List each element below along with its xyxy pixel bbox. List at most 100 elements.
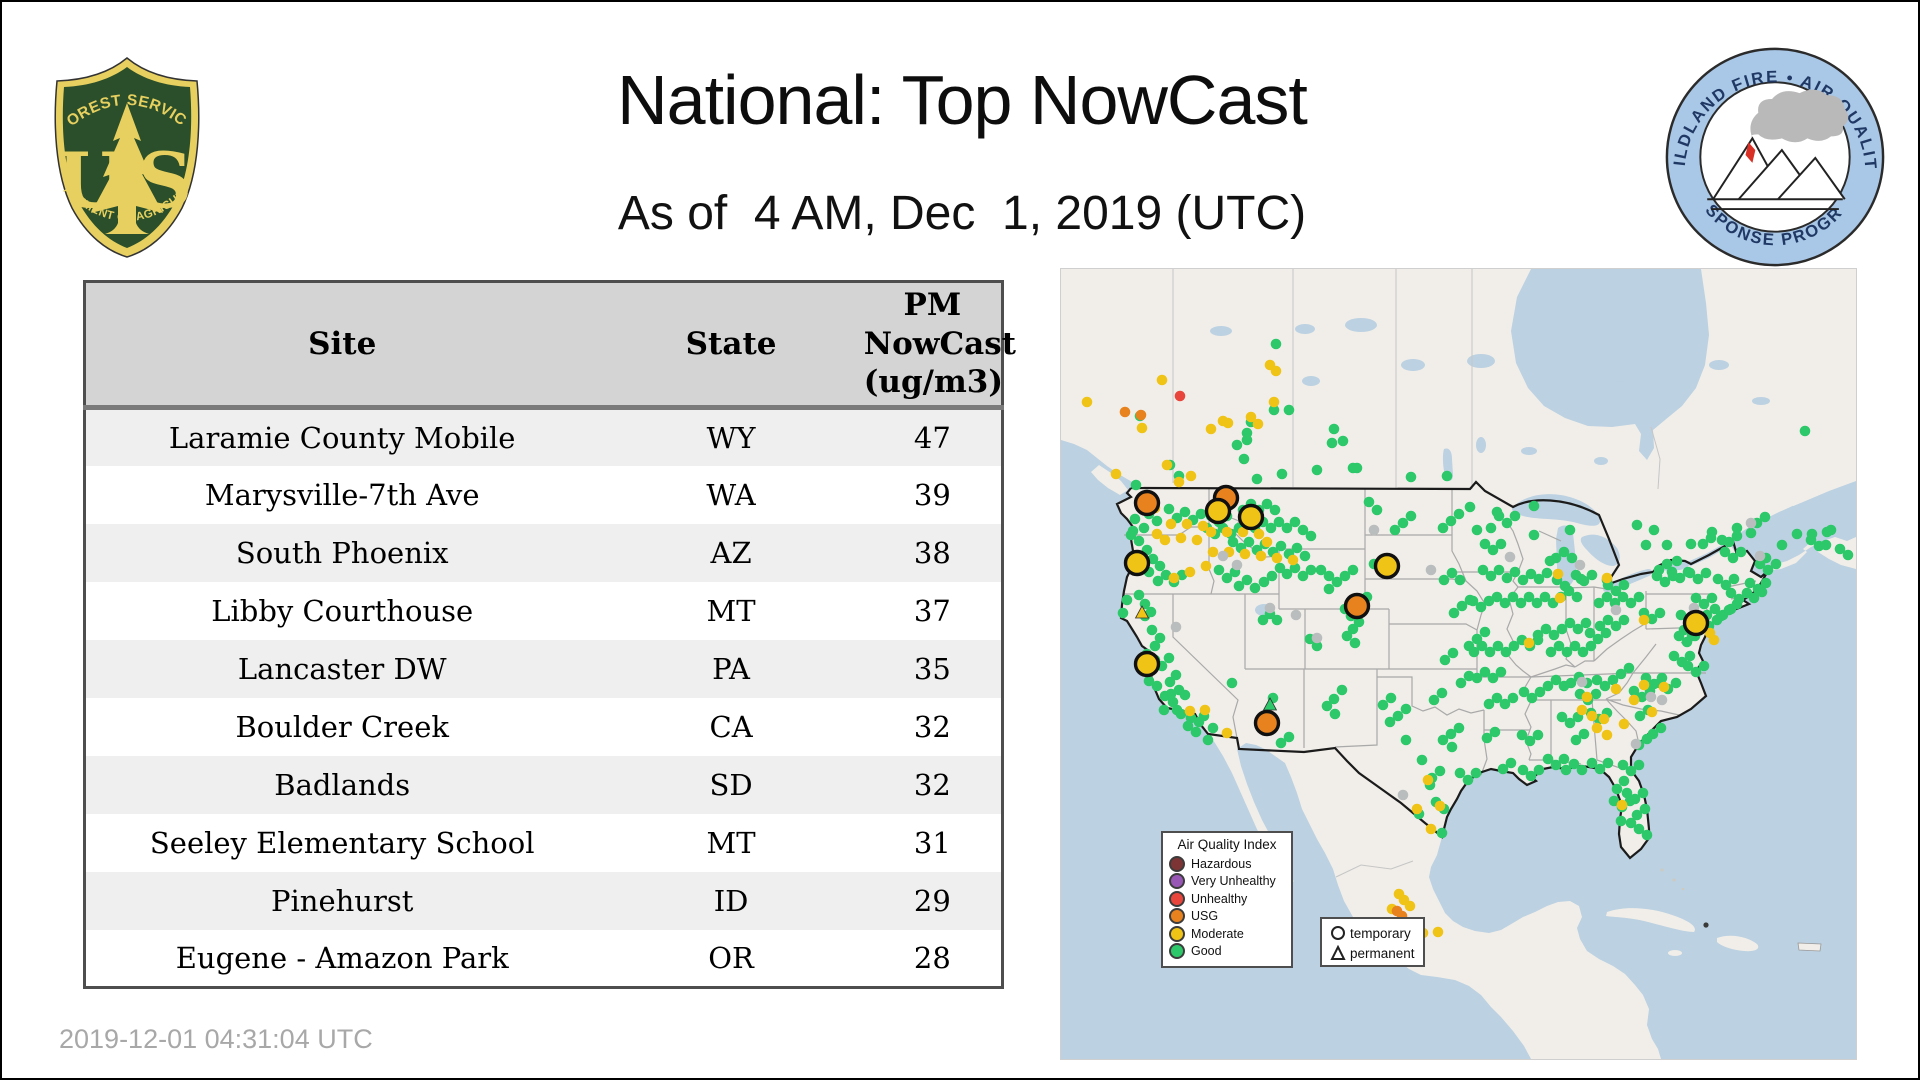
monitor-dot-moderate[interactable]: [1081, 396, 1093, 408]
monitor-dot-good[interactable]: [1565, 677, 1577, 689]
monitor-dot-good[interactable]: [1439, 654, 1451, 666]
monitor-dot-good[interactable]: [1353, 616, 1365, 628]
monitor-dot-good[interactable]: [1392, 710, 1404, 722]
monitor-dot-good[interactable]: [1258, 576, 1270, 588]
monitor-dot-usg[interactable]: [1135, 409, 1147, 421]
monitor-dot-good[interactable]: [1241, 427, 1253, 439]
monitor-dot-good[interactable]: [1715, 610, 1727, 622]
monitor-dot-moderate[interactable]: [1184, 705, 1196, 717]
monitor-dot-good[interactable]: [1221, 572, 1233, 584]
monitor-dot-good[interactable]: [1311, 464, 1323, 476]
monitor-dot-good[interactable]: [1682, 660, 1694, 672]
monitor-dot-good[interactable]: [1594, 620, 1606, 632]
monitor-dot-good[interactable]: [1213, 564, 1225, 576]
monitor-dot-good[interactable]: [1273, 516, 1285, 528]
monitor-dot-good[interactable]: [1656, 672, 1668, 684]
monitor-dot-good[interactable]: [1621, 787, 1633, 799]
monitor-dot-good[interactable]: [1631, 519, 1643, 531]
monitor-dot-good[interactable]: [1339, 570, 1351, 582]
monitor-dot-good[interactable]: [1151, 515, 1163, 527]
monitor-dot-good[interactable]: [1578, 728, 1590, 740]
monitor-dot-good[interactable]: [1532, 629, 1544, 641]
monitor-dot-inactive[interactable]: [1504, 551, 1516, 563]
monitor-dot-good[interactable]: [1585, 640, 1597, 652]
monitor-dot-good[interactable]: [1176, 569, 1188, 581]
monitor-dot-good[interactable]: [1668, 650, 1680, 662]
monitor-dot-good[interactable]: [1661, 558, 1673, 570]
top-site-marker[interactable]: [1682, 609, 1710, 637]
monitor-dot-moderate[interactable]: [1221, 727, 1233, 739]
monitor-dot-good[interactable]: [1568, 758, 1580, 770]
monitor-dot-good[interactable]: [1462, 774, 1474, 786]
monitor-dot-good[interactable]: [1550, 674, 1562, 686]
monitor-dot-inactive[interactable]: [1264, 602, 1276, 614]
monitor-dot-good[interactable]: [1479, 538, 1491, 550]
monitor-dot-moderate[interactable]: [1261, 536, 1273, 548]
monitor-dot-good[interactable]: [1389, 524, 1401, 536]
monitor-dot-moderate[interactable]: [1217, 415, 1229, 427]
monitor-dot-good[interactable]: [1227, 536, 1239, 548]
monitor-dot-moderate[interactable]: [1708, 634, 1720, 646]
monitor-dot-moderate[interactable]: [1184, 566, 1196, 578]
monitor-dot-good[interactable]: [1593, 597, 1605, 609]
monitor-dot-good[interactable]: [1416, 754, 1428, 766]
monitor-dot-good[interactable]: [1202, 734, 1214, 746]
monitor-dot-moderate[interactable]: [1432, 926, 1444, 938]
monitor-dot-good[interactable]: [1690, 592, 1702, 604]
monitor-dot-good[interactable]: [1328, 423, 1340, 435]
monitor-dot-good[interactable]: [1646, 613, 1658, 625]
monitor-dot-good[interactable]: [1602, 614, 1614, 626]
monitor-dot-good[interactable]: [1509, 510, 1521, 522]
monitor-dot-good[interactable]: [1636, 691, 1648, 703]
monitor-dot-moderate[interactable]: [1601, 572, 1613, 584]
monitor-dot-moderate[interactable]: [1610, 683, 1622, 695]
monitor-dot-good[interactable]: [1484, 646, 1496, 658]
monitor-dot-good[interactable]: [1491, 506, 1503, 518]
monitor-dot-good[interactable]: [1509, 566, 1521, 578]
monitor-dot-good[interactable]: [1748, 592, 1760, 604]
monitor-dot-good[interactable]: [1834, 543, 1846, 555]
monitor-dot-good[interactable]: [1454, 574, 1466, 586]
monitor-dot-inactive[interactable]: [1630, 738, 1642, 750]
monitor-dot-good[interactable]: [1400, 734, 1412, 746]
monitor-dot-good[interactable]: [1712, 573, 1724, 585]
monitor-dot-inactive[interactable]: [1217, 550, 1229, 562]
monitor-dot-moderate[interactable]: [1255, 550, 1267, 562]
monitor-dot-good[interactable]: [1456, 600, 1468, 612]
monitor-dot-good[interactable]: [1648, 678, 1660, 690]
monitor-dot-good[interactable]: [1463, 670, 1475, 682]
monitor-dot-good[interactable]: [1448, 607, 1460, 619]
monitor-dot-good[interactable]: [1633, 823, 1645, 835]
monitor-dot-moderate[interactable]: [1239, 548, 1251, 560]
monitor-dot-good[interactable]: [1564, 524, 1576, 536]
monitor-dot-good[interactable]: [1700, 567, 1712, 579]
monitor-dot-good[interactable]: [1347, 564, 1359, 576]
monitor-dot-moderate[interactable]: [1264, 359, 1276, 371]
monitor-dot-good[interactable]: [1190, 726, 1202, 738]
monitor-dot-good[interactable]: [1633, 759, 1645, 771]
monitor-dot-moderate[interactable]: [1638, 679, 1650, 691]
monitor-dot-moderate[interactable]: [1638, 614, 1650, 626]
monitor-dot-moderate[interactable]: [1191, 534, 1203, 546]
monitor-dot-good[interactable]: [1495, 538, 1507, 550]
monitor-dot-good[interactable]: [1299, 550, 1311, 562]
monitor-dot-good[interactable]: [1528, 500, 1540, 512]
monitor-dot-good[interactable]: [1601, 591, 1613, 603]
monitor-dot-good[interactable]: [1121, 594, 1133, 606]
monitor-dot-good[interactable]: [1744, 577, 1756, 589]
monitor-dot-good[interactable]: [1566, 552, 1578, 564]
monitor-dot-good[interactable]: [1697, 538, 1709, 550]
monitor-dot-good[interactable]: [1820, 539, 1832, 551]
monitor-dot-good[interactable]: [1475, 601, 1487, 613]
monitor-dot-moderate[interactable]: [1591, 722, 1603, 734]
monitor-dot-moderate[interactable]: [1207, 546, 1219, 558]
monitor-dot-moderate[interactable]: [1199, 704, 1211, 716]
monitor-dot-good[interactable]: [1397, 517, 1409, 529]
monitor-dot-good[interactable]: [1453, 508, 1465, 520]
monitor-dot-good[interactable]: [1243, 536, 1255, 548]
monitor-dot-good[interactable]: [1539, 591, 1551, 603]
top-site-marker[interactable]: [1133, 650, 1161, 678]
monitor-dot-good[interactable]: [1226, 677, 1238, 689]
monitor-dot-good[interactable]: [1608, 795, 1620, 807]
monitor-dot-good[interactable]: [1493, 564, 1505, 576]
